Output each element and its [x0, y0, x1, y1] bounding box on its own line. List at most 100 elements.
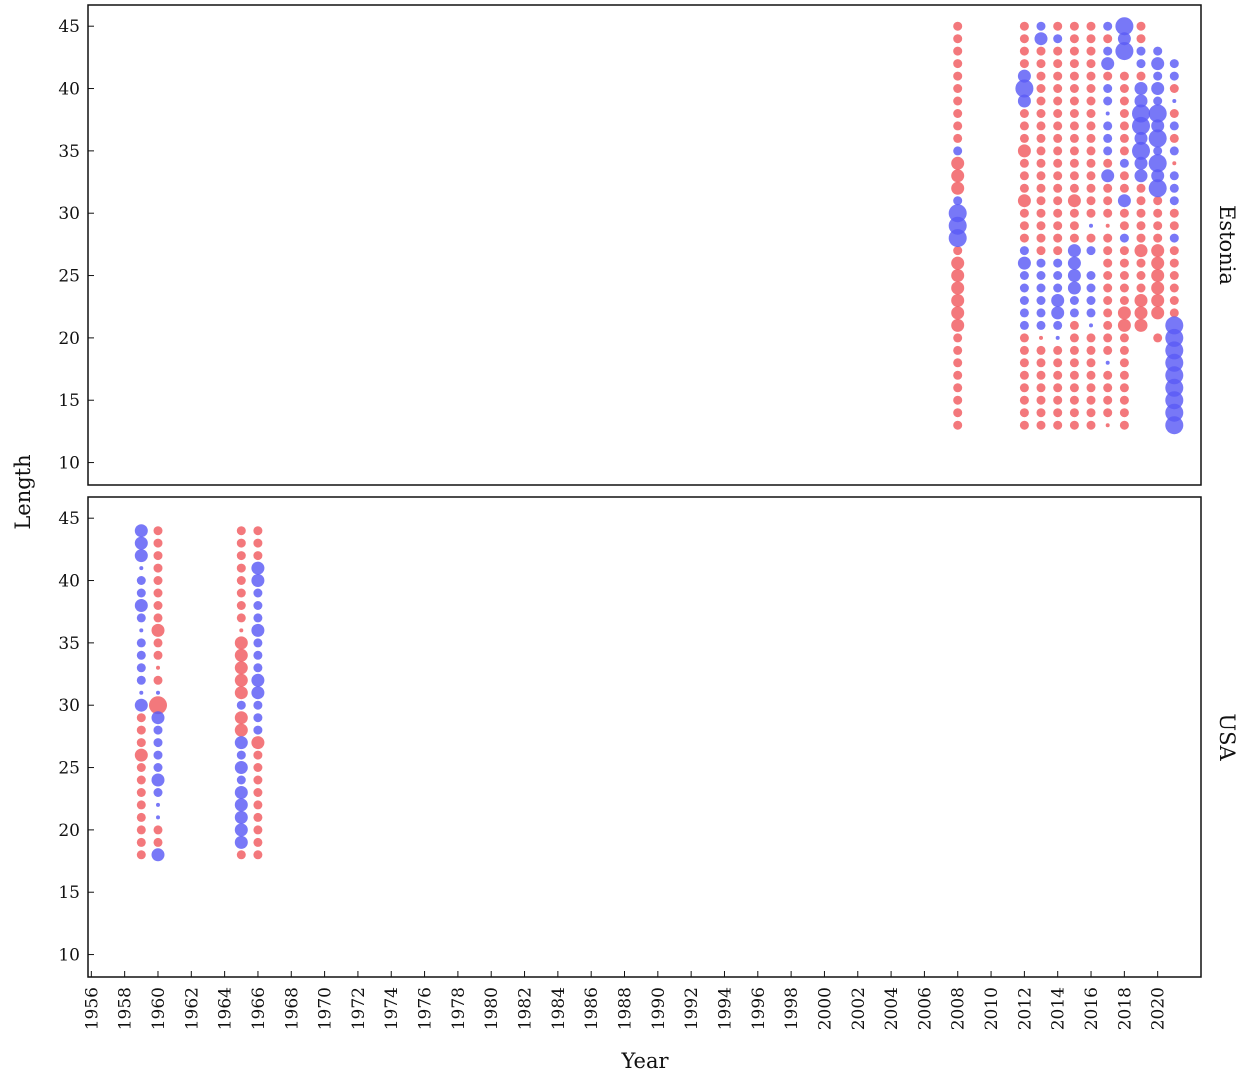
data-point-blue	[1086, 308, 1096, 318]
data-point-red	[253, 750, 263, 760]
data-point-red	[234, 636, 248, 650]
data-point-red	[1117, 318, 1131, 332]
data-point-red	[1136, 196, 1146, 206]
data-point-red	[1119, 246, 1129, 256]
data-point-red	[1019, 46, 1029, 56]
data-point-blue	[1019, 320, 1029, 330]
data-point-blue	[236, 775, 246, 785]
data-point-red	[951, 281, 965, 295]
data-point-red	[1086, 171, 1096, 181]
data-point-red	[1069, 171, 1079, 181]
data-point-red	[1036, 233, 1046, 243]
data-point-red	[1103, 233, 1113, 243]
data-point-red	[1086, 109, 1096, 118]
data-point-blue	[1103, 84, 1113, 93]
data-point-blue	[1086, 283, 1096, 293]
data-point-red	[1069, 71, 1079, 81]
data-point-red	[1036, 171, 1046, 181]
data-point-red	[1136, 208, 1146, 218]
data-point-red	[1069, 345, 1079, 355]
data-point-blue	[1115, 17, 1134, 36]
data-point-red	[1103, 208, 1113, 218]
data-point-red	[1036, 221, 1046, 231]
data-point-blue	[156, 802, 160, 807]
data-point-red	[953, 59, 963, 69]
data-point-blue	[1117, 32, 1131, 46]
data-point-blue	[236, 700, 246, 710]
data-point-blue	[1132, 116, 1150, 135]
data-point-red	[1103, 296, 1113, 305]
y-tick-label: 25	[58, 759, 80, 779]
y-tick-label: 10	[58, 946, 80, 966]
data-point-red	[1036, 196, 1046, 206]
panel-frame	[87, 4, 1202, 486]
data-point-blue	[234, 786, 248, 799]
data-point-blue	[1103, 46, 1113, 56]
data-point-red	[236, 538, 246, 548]
data-point-red	[1103, 333, 1113, 343]
data-point-red	[1134, 306, 1148, 320]
data-point-red	[1036, 84, 1046, 93]
data-point-red	[953, 246, 963, 256]
data-point-red	[1169, 221, 1179, 231]
data-point-blue	[1103, 133, 1113, 143]
data-point-red	[953, 333, 963, 343]
data-point-red	[1069, 96, 1079, 106]
data-point-red	[1036, 345, 1046, 355]
data-point-red	[1017, 144, 1031, 158]
data-point-blue	[948, 204, 967, 223]
data-point-red	[953, 358, 963, 368]
data-point-red	[951, 318, 965, 332]
data-point-red	[253, 551, 263, 561]
data-point-blue	[1134, 169, 1148, 183]
data-point-blue	[234, 798, 248, 812]
x-tick-label: 2004	[882, 987, 902, 1030]
data-point-red	[1053, 84, 1063, 93]
data-point-red	[1053, 420, 1063, 430]
y-tick-label: 35	[58, 634, 80, 654]
data-point-red	[234, 686, 248, 700]
data-point-blue	[134, 698, 148, 712]
data-point-red	[1069, 383, 1079, 393]
data-point-blue	[153, 738, 163, 748]
data-point-blue	[1017, 69, 1031, 83]
data-point-blue	[234, 761, 248, 774]
data-point-red	[234, 661, 248, 675]
x-tick-label: 2002	[849, 987, 869, 1030]
data-point-red	[951, 169, 965, 183]
data-point-red	[951, 181, 965, 195]
data-point-red	[1069, 183, 1079, 193]
data-point-red	[1019, 121, 1029, 131]
data-point-red	[1019, 133, 1029, 143]
data-point-red	[1105, 223, 1110, 228]
data-point-red	[1036, 59, 1046, 69]
data-point-red	[1069, 221, 1079, 231]
data-point-red	[1019, 333, 1029, 343]
data-point-red	[1053, 46, 1063, 56]
data-point-red	[153, 638, 163, 648]
x-tick-label: 1996	[749, 987, 769, 1030]
data-point-blue	[153, 750, 163, 760]
data-point-red	[1136, 221, 1146, 231]
data-point-red	[1067, 194, 1081, 208]
data-point-blue	[1103, 96, 1113, 106]
data-point-red	[951, 306, 965, 320]
data-point-blue	[1165, 416, 1184, 435]
data-point-red	[1086, 233, 1096, 243]
data-point-red	[253, 812, 263, 822]
data-point-blue	[1086, 296, 1096, 305]
data-point-red	[1086, 395, 1096, 405]
y-tick-label: 30	[58, 696, 80, 716]
data-point-red	[1169, 246, 1179, 256]
data-point-blue	[156, 815, 160, 820]
x-tick-label: 1956	[82, 987, 102, 1030]
data-point-red	[1119, 71, 1129, 81]
data-point-blue	[1019, 308, 1029, 318]
data-point-red	[1086, 96, 1096, 106]
data-point-red	[953, 71, 963, 81]
data-point-red	[1053, 146, 1063, 156]
data-point-red	[1119, 183, 1129, 193]
data-point-red	[1119, 408, 1129, 418]
y-tick-label: 10	[58, 454, 80, 474]
data-point-blue	[1165, 353, 1184, 372]
